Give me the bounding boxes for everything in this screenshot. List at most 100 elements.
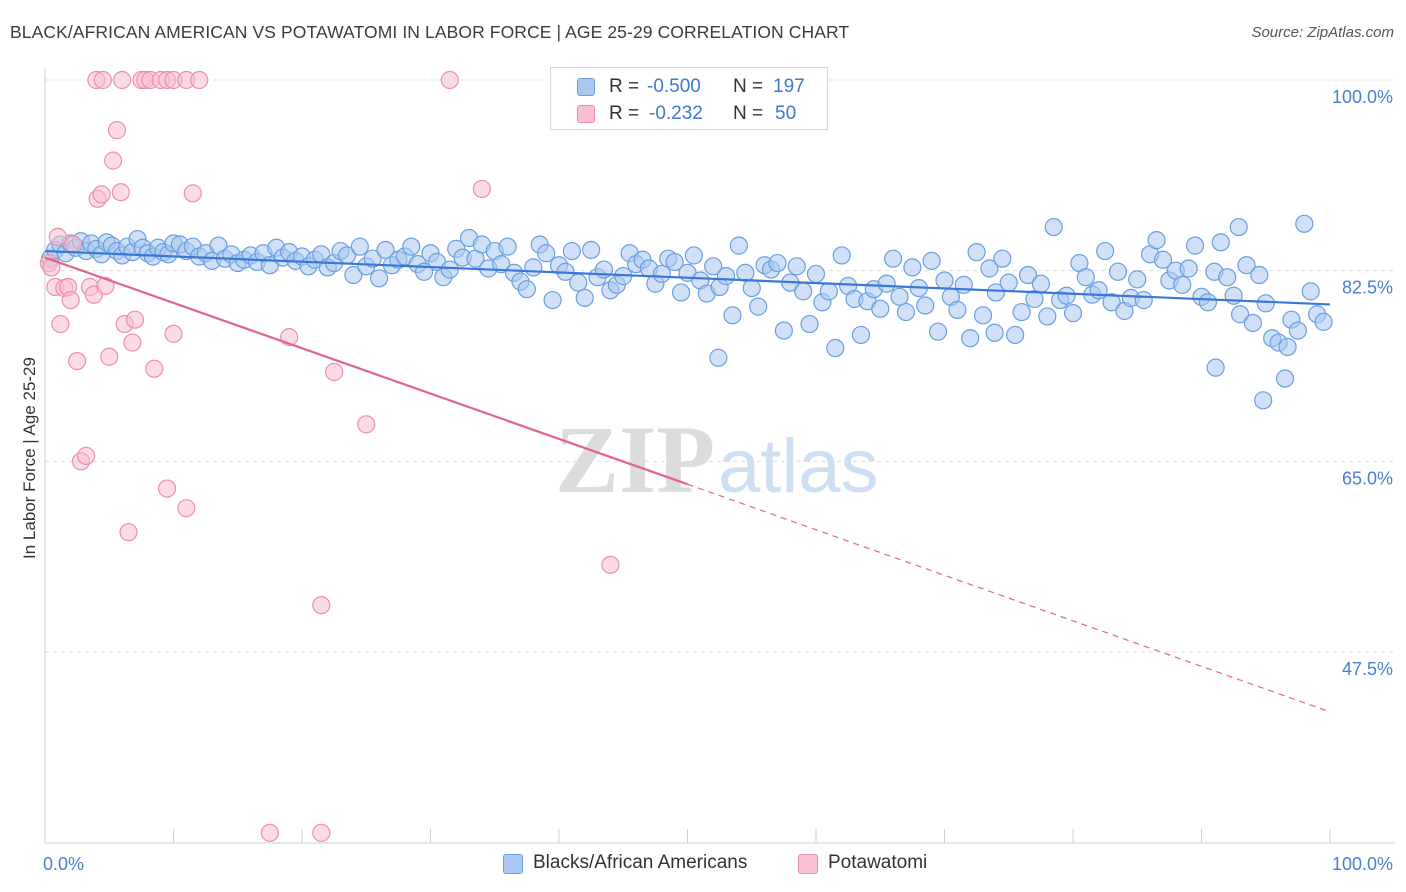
data-point-potawatomi xyxy=(77,446,96,465)
data-point-blacks xyxy=(723,306,742,325)
data-point-potawatomi xyxy=(119,523,138,542)
data-point-blacks xyxy=(871,299,890,318)
data-point-blacks xyxy=(1179,259,1198,278)
data-point-blacks xyxy=(1038,307,1057,326)
data-point-blacks xyxy=(749,297,768,316)
trend-line-potawatomi xyxy=(44,256,688,486)
data-point-potawatomi xyxy=(260,823,279,842)
data-point-blacks xyxy=(665,252,684,272)
legend-row-blacks: R = -0.500 N = 197 xyxy=(551,74,827,102)
data-point-blacks xyxy=(543,290,562,310)
data-point-potawatomi xyxy=(125,310,145,329)
y-tick-label: 47.5% xyxy=(1342,659,1393,679)
correlation-legend: R = -0.500 N = 197 R = -0.232 N = 50 xyxy=(550,67,828,130)
data-point-potawatomi xyxy=(100,347,119,366)
data-point-blacks xyxy=(652,264,671,284)
data-point-potawatomi xyxy=(61,290,80,310)
data-point-blacks xyxy=(736,263,755,282)
data-point-blacks xyxy=(787,257,806,276)
bottom-legend-label: Blacks/African Americans xyxy=(533,852,748,873)
data-point-blacks xyxy=(826,338,845,358)
data-point-blacks xyxy=(1243,313,1263,333)
data-point-blacks xyxy=(350,237,369,256)
data-point-blacks xyxy=(1173,275,1192,294)
data-point-blacks xyxy=(980,259,999,278)
data-point-blacks xyxy=(742,278,761,298)
data-point-blacks xyxy=(671,283,691,302)
data-point-blacks xyxy=(890,287,909,306)
data-point-blacks xyxy=(967,243,986,262)
data-point-blacks xyxy=(537,244,556,263)
data-point-blacks xyxy=(1275,369,1295,388)
data-point-blacks xyxy=(344,265,363,285)
data-point-blacks xyxy=(1218,268,1237,287)
data-point-blacks xyxy=(800,314,819,334)
data-point-blacks xyxy=(916,296,935,315)
data-point-blacks xyxy=(883,249,903,268)
data-point-blacks xyxy=(922,251,941,270)
y-axis-label: In Labor Force | Age 25-29 xyxy=(20,357,39,559)
data-point-blacks xyxy=(1089,281,1108,300)
data-point-blacks xyxy=(1250,265,1269,285)
data-point-blacks xyxy=(1237,256,1256,275)
data-point-blacks xyxy=(1012,302,1031,322)
legend-n-label: N = xyxy=(733,103,764,124)
data-point-potawatomi xyxy=(601,555,620,574)
legend-row-potawatomi: R = -0.232 N = 50 xyxy=(551,101,827,129)
data-point-blacks xyxy=(768,253,787,273)
data-point-blacks xyxy=(819,282,838,301)
data-point-blacks xyxy=(370,269,389,288)
trend-line-potawatomi-extension xyxy=(687,483,1331,713)
data-point-potawatomi xyxy=(145,359,164,378)
data-point-blacks xyxy=(1031,274,1050,293)
data-point-blacks xyxy=(1301,282,1320,301)
data-point-potawatomi xyxy=(357,415,376,434)
data-point-blacks xyxy=(1153,250,1173,269)
x-tick-labels: 0.0% 100.0% xyxy=(43,854,1393,874)
data-point-blacks xyxy=(896,302,916,322)
data-point-potawatomi xyxy=(68,351,87,371)
data-point-blacks xyxy=(1254,391,1273,410)
series-potawatomi-points xyxy=(39,70,620,842)
data-point-potawatomi xyxy=(177,499,196,518)
bottom-legend-swatch-pink xyxy=(798,854,818,874)
data-point-blacks xyxy=(569,273,588,292)
data-point-blacks xyxy=(1198,293,1218,312)
data-point-potawatomi xyxy=(64,235,83,254)
data-point-blacks xyxy=(562,241,581,261)
data-point-blacks xyxy=(1147,231,1166,250)
data-point-blacks xyxy=(1211,233,1230,252)
data-point-blacks xyxy=(986,283,1006,302)
data-point-potawatomi xyxy=(112,70,132,90)
data-point-blacks xyxy=(1076,268,1095,287)
data-point-blacks xyxy=(877,274,896,293)
watermark-atlas: atlas xyxy=(718,424,879,509)
data-point-blacks xyxy=(948,300,967,319)
data-point-blacks xyxy=(582,240,601,260)
data-point-blacks xyxy=(935,271,954,290)
data-point-blacks xyxy=(832,246,851,265)
data-point-blacks xyxy=(1108,262,1128,281)
x-tick-label: 100.0% xyxy=(1332,854,1393,874)
data-point-potawatomi xyxy=(123,333,142,352)
data-point-blacks xyxy=(973,306,993,325)
data-point-blacks xyxy=(1128,270,1147,289)
data-point-blacks xyxy=(704,257,723,276)
legend-r-value: -0.500 xyxy=(647,76,701,97)
source-label: Source: ZipAtlas.com xyxy=(1251,24,1394,41)
data-point-blacks xyxy=(1256,294,1275,313)
legend-r-value: -0.232 xyxy=(649,103,703,124)
data-point-blacks xyxy=(1102,293,1121,312)
legend-n-value: 50 xyxy=(775,103,797,124)
data-point-blacks xyxy=(954,275,973,294)
data-point-blacks xyxy=(774,321,793,340)
bottom-legend-label: Potawatomi xyxy=(828,852,928,873)
data-point-potawatomi xyxy=(48,227,67,246)
data-point-blacks xyxy=(1096,241,1115,261)
data-point-potawatomi xyxy=(107,121,127,140)
data-point-blacks xyxy=(985,323,1004,342)
data-point-blacks xyxy=(1230,305,1250,324)
data-point-potawatomi xyxy=(51,314,70,334)
data-point-potawatomi xyxy=(472,179,491,199)
